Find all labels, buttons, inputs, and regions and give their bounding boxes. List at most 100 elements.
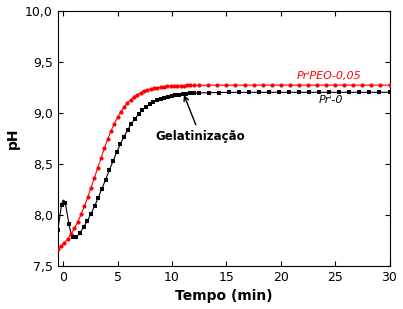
Point: [77, 230, 83, 235]
Point: [214, 83, 220, 88]
Point: [350, 83, 357, 88]
Point: [91, 204, 98, 209]
Point: [113, 150, 120, 155]
Point: [124, 101, 131, 106]
Point: [165, 94, 171, 99]
Point: [141, 89, 147, 94]
Point: [164, 84, 170, 89]
Point: [137, 90, 144, 95]
Point: [170, 83, 177, 88]
Point: [125, 128, 131, 133]
Point: [260, 83, 266, 88]
Point: [250, 83, 257, 88]
Point: [132, 116, 138, 121]
Point: [296, 90, 303, 95]
Point: [158, 96, 164, 101]
Point: [276, 90, 283, 95]
Point: [168, 93, 175, 98]
Point: [158, 85, 164, 90]
Point: [84, 218, 90, 223]
Y-axis label: pH: pH: [6, 128, 20, 149]
Point: [386, 90, 393, 95]
Point: [150, 99, 157, 104]
Point: [187, 91, 193, 96]
Point: [78, 212, 84, 217]
Point: [95, 195, 102, 200]
Point: [91, 176, 98, 180]
Point: [181, 83, 187, 88]
Point: [102, 177, 109, 182]
Point: [346, 90, 353, 95]
Point: [104, 137, 111, 142]
Point: [314, 83, 320, 88]
Point: [128, 97, 134, 102]
Point: [341, 83, 347, 88]
Point: [323, 83, 329, 88]
Point: [161, 84, 167, 89]
Point: [69, 234, 76, 239]
Point: [117, 142, 124, 147]
Point: [246, 90, 253, 95]
Point: [356, 90, 363, 95]
Point: [154, 98, 160, 103]
Point: [88, 185, 94, 190]
Point: [55, 247, 61, 252]
Point: [81, 204, 87, 209]
Point: [377, 83, 384, 88]
Point: [135, 112, 142, 116]
Point: [236, 90, 243, 95]
Point: [256, 90, 262, 95]
Point: [64, 236, 71, 241]
Point: [332, 83, 339, 88]
Point: [205, 83, 212, 88]
Point: [287, 83, 293, 88]
Point: [316, 90, 323, 95]
Point: [191, 83, 197, 88]
Text: Prⁱ-0: Prⁱ-0: [319, 95, 343, 105]
Point: [187, 83, 194, 88]
Point: [139, 108, 145, 113]
Point: [223, 83, 230, 88]
Point: [176, 92, 182, 97]
Point: [106, 168, 112, 173]
Point: [144, 87, 151, 92]
Point: [68, 231, 74, 236]
X-axis label: Tempo (min): Tempo (min): [175, 290, 272, 303]
Point: [134, 92, 141, 97]
Point: [206, 90, 212, 95]
Point: [196, 91, 202, 95]
Point: [268, 83, 275, 88]
Point: [61, 240, 68, 245]
Point: [184, 83, 190, 88]
Point: [154, 85, 160, 90]
Point: [286, 90, 293, 95]
Point: [336, 90, 343, 95]
Text: PrⁱPEO-0,05: PrⁱPEO-0,05: [297, 71, 362, 81]
Point: [196, 83, 202, 88]
Point: [128, 121, 135, 126]
Point: [88, 211, 94, 216]
Point: [58, 203, 65, 208]
Point: [191, 91, 197, 96]
Point: [80, 225, 87, 230]
Point: [161, 95, 168, 100]
Point: [99, 186, 105, 191]
Point: [98, 155, 104, 160]
Point: [55, 227, 61, 232]
Point: [177, 83, 184, 88]
Point: [110, 159, 116, 164]
Point: [232, 83, 239, 88]
Point: [368, 83, 375, 88]
Point: [146, 102, 153, 107]
Point: [305, 83, 311, 88]
Point: [121, 134, 127, 139]
Point: [174, 83, 181, 88]
Point: [366, 90, 373, 95]
Point: [386, 83, 393, 88]
Point: [111, 121, 117, 126]
Point: [376, 90, 383, 95]
Point: [266, 90, 272, 95]
Point: [167, 84, 174, 89]
Point: [183, 91, 190, 96]
Point: [58, 244, 64, 249]
